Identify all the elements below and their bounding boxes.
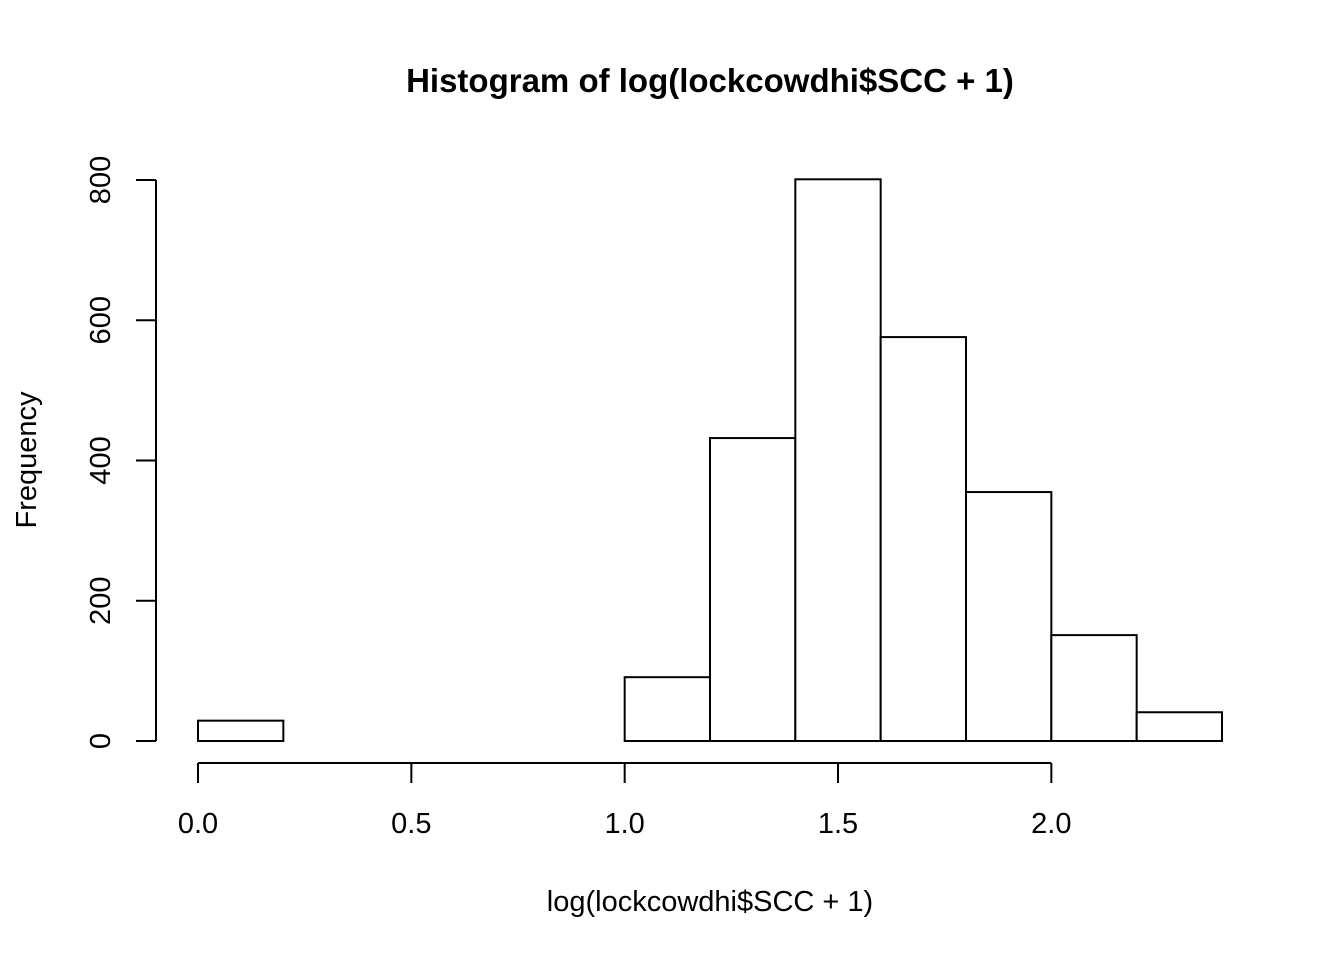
y-tick-label: 400 [85, 436, 117, 484]
histogram-bar [794, 178, 882, 742]
x-tick-label: 0.0 [178, 808, 218, 840]
x-axis: 0.0 0.5 1.0 1.5 2.0 [178, 762, 1071, 840]
histogram-bar [623, 676, 712, 743]
histogram-bar [879, 336, 968, 742]
histogram-bar [709, 437, 797, 742]
chart-title: Histogram of log(lockcowdhi$SCC + 1) [406, 62, 1014, 99]
x-tick-label: 0.5 [391, 808, 431, 840]
histogram-bar [1135, 711, 1223, 743]
bars-group [197, 178, 1223, 743]
y-tick-label: 200 [85, 577, 117, 625]
y-tick-label: 800 [85, 156, 117, 204]
y-axis-label: Frequency [11, 391, 43, 529]
x-tick-label: 2.0 [1031, 808, 1071, 840]
histogram-bar [1050, 634, 1138, 743]
y-tick-label: 600 [85, 296, 117, 344]
x-axis-label: log(lockcowdhi$SCC + 1) [547, 886, 873, 918]
y-tick-label: 0 [85, 733, 117, 749]
x-tick-label: 1.5 [818, 808, 858, 840]
histogram-bar [197, 719, 285, 743]
y-axis: 0 200 400 600 800 [85, 156, 157, 749]
x-tick-label: 1.0 [605, 808, 645, 840]
histogram-bar [965, 491, 1053, 742]
